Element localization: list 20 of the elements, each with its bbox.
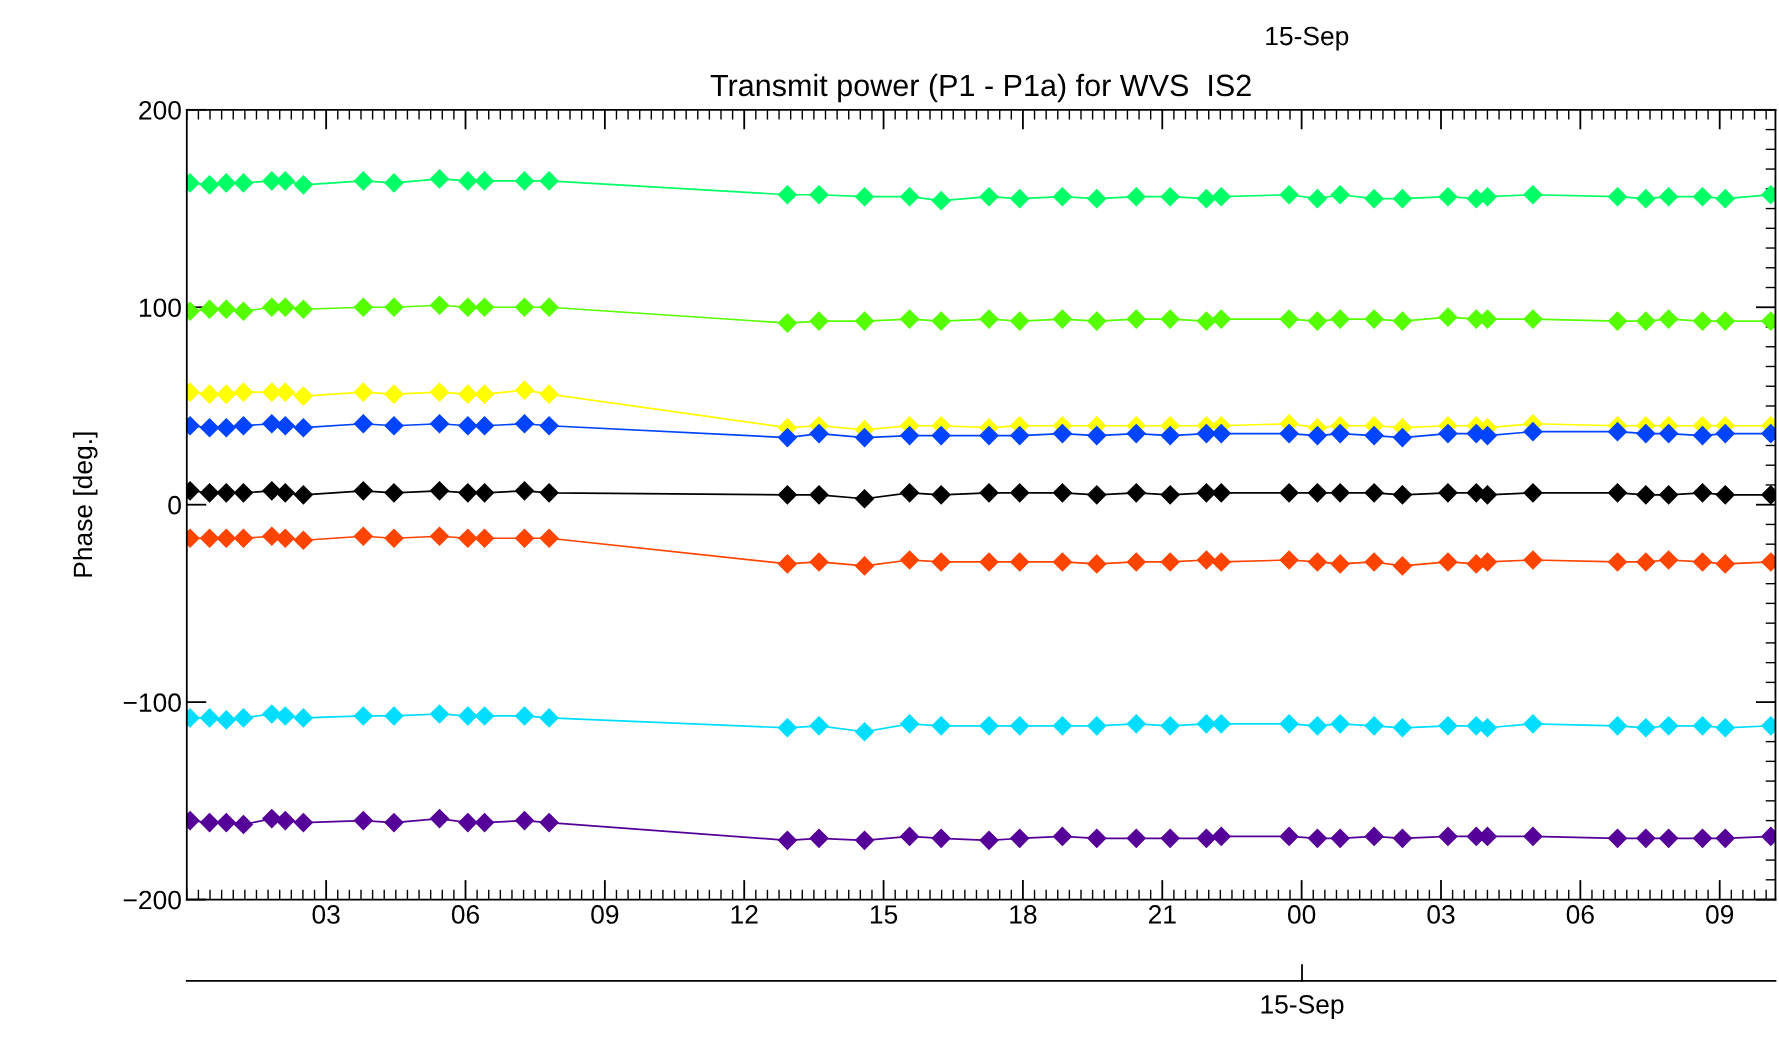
chart-title: Transmit power (P1 - P1a) for WVS IS2	[710, 73, 1251, 103]
y-tick-label: 0	[168, 495, 181, 515]
y-tick-label: 100	[139, 298, 181, 318]
y-axis-title: Phase [deg.]	[72, 432, 98, 577]
x-tick-label: 12	[731, 905, 758, 924]
x-tick-label: 09	[591, 905, 619, 924]
x-tick-label: 00	[1287, 905, 1316, 924]
text: 15-Sep	[1261, 995, 1344, 1019]
x-tick-label: 06	[451, 905, 480, 924]
y-tick-label: −200	[123, 890, 181, 910]
text: 15-Sep	[1266, 26, 1349, 51]
x-tick-label: 15	[870, 905, 898, 924]
x-tick-label: 21	[1148, 905, 1176, 924]
y-tick-label: −100	[123, 693, 181, 712]
x-tick-label: 09	[1706, 905, 1734, 924]
x-tick-label: 06	[1566, 905, 1594, 924]
x-tick-label: 03	[312, 905, 340, 924]
x-tick-label: 03	[1427, 905, 1455, 924]
x-tick-label: 18	[1010, 905, 1037, 924]
y-tick-label: 200	[139, 100, 181, 120]
